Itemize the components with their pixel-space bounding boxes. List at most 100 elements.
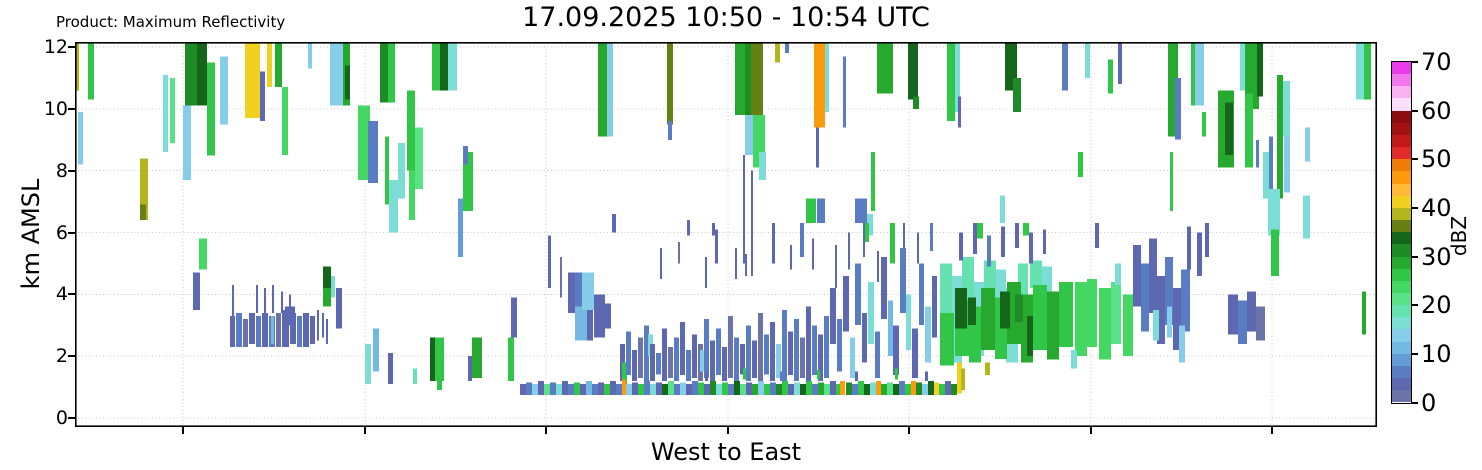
reflectivity-bar [1165, 257, 1173, 326]
reflectivity-bar [1087, 278, 1097, 347]
reflectivity-bar [598, 382, 604, 395]
reflectivity-bar [605, 303, 611, 329]
reflectivity-bar [899, 380, 905, 395]
y-tick-mark [68, 293, 75, 295]
reflectivity-bar [616, 384, 622, 395]
reflectivity-bar [656, 353, 661, 375]
colorbar-segment [1392, 86, 1411, 99]
reflectivity-bar [674, 337, 679, 381]
reflectivity-bar [758, 312, 763, 381]
colorbar-segment [1392, 147, 1411, 160]
reflectivity-bar [207, 62, 215, 156]
reflectivity-bar [745, 115, 753, 156]
colorbar-segment [1392, 244, 1411, 257]
reflectivity-bar [560, 257, 562, 298]
colorbar-segment [1392, 159, 1411, 172]
reflectivity-bar [245, 42, 260, 119]
reflectivity-bar [594, 294, 605, 338]
colorbar-tick-label: 20 [1421, 291, 1452, 320]
reflectivity-bar [928, 380, 934, 395]
reflectivity-bar [858, 380, 864, 395]
reflectivity-bar [913, 96, 919, 109]
reflectivity-bar [794, 319, 799, 381]
reflectivity-bar [626, 384, 632, 395]
reflectivity-bar [548, 235, 551, 289]
reflectivity-bar [388, 42, 395, 103]
colorbar-segment [1392, 280, 1411, 293]
x-tick-mark [545, 427, 547, 434]
reflectivity-bar [388, 353, 393, 384]
reflectivity-bar [987, 235, 991, 267]
reflectivity-bar [812, 325, 817, 375]
reflectivity-bar [668, 346, 673, 378]
reflectivity-bar [1095, 223, 1099, 248]
reflectivity-bar [1175, 77, 1181, 140]
reflectivity-bar [281, 291, 283, 313]
reflectivity-bar [775, 42, 780, 63]
colorbar-tick-label: 10 [1421, 339, 1452, 368]
reflectivity-bar [912, 328, 918, 378]
reflectivity-bar [458, 198, 463, 258]
colorbar-tick-mark [1412, 109, 1418, 112]
reflectivity-bar [632, 382, 638, 395]
reflectivity-bar [973, 223, 977, 255]
reflectivity-bar [1071, 350, 1077, 369]
reflectivity-bar [262, 312, 268, 347]
colorbar-segment [1392, 378, 1411, 391]
reflectivity-bar [644, 380, 650, 395]
reflectivity-bar [448, 42, 457, 91]
y-tick-mark [68, 232, 75, 234]
reflectivity-bar [1030, 260, 1042, 289]
reflectivity-bar [788, 384, 794, 395]
reflectivity-bar [930, 223, 933, 251]
reflectivity-bar [734, 337, 739, 381]
reflectivity-bar [193, 272, 200, 310]
reflectivity-bar [1027, 316, 1033, 357]
reflectivity-bar [1023, 223, 1029, 236]
y-tick-mark [68, 170, 75, 172]
reflectivity-bar [1043, 229, 1046, 255]
reflectivity-bar [407, 90, 415, 171]
reflectivity-bar [871, 152, 875, 211]
reflectivity-bar [881, 384, 887, 395]
reflectivity-bar [806, 306, 811, 381]
reflectivity-bar [358, 105, 370, 180]
reflectivity-bar [264, 288, 266, 313]
colorbar [1391, 61, 1412, 404]
reflectivity-bar [1047, 291, 1059, 360]
reflectivity-bar [1179, 325, 1185, 363]
colorbar-segment [1392, 171, 1411, 184]
plot-svg [75, 42, 1377, 427]
reflectivity-bar [955, 288, 967, 329]
reflectivity-bar [199, 238, 207, 270]
colorbar-segment [1392, 74, 1411, 87]
reflectivity-bar [722, 346, 727, 381]
reflectivity-bar [782, 380, 788, 395]
reflectivity-bar [365, 343, 371, 384]
reflectivity-bar [574, 382, 580, 395]
reflectivity-bar [1283, 81, 1290, 137]
reflectivity-bar [780, 371, 783, 381]
reflectivity-bar [668, 380, 674, 395]
reflectivity-bar [959, 232, 963, 261]
reflectivity-bar [745, 42, 754, 128]
reflectivity-bar [185, 42, 197, 106]
reflectivity-bar [1263, 152, 1269, 199]
reflectivity-bar [1271, 229, 1279, 276]
reflectivity-bar [260, 71, 265, 122]
reflectivity-bar [413, 368, 417, 385]
reflectivity-bar [772, 223, 775, 264]
reflectivity-bar [1187, 226, 1191, 270]
x-tick-mark [727, 427, 729, 434]
reflectivity-bar [267, 42, 272, 88]
reflectivity-bar [843, 275, 849, 332]
reflectivity-bar [632, 350, 637, 381]
reflectivity-bar [961, 368, 965, 391]
colorbar-segment [1392, 329, 1411, 342]
reflectivity-bar [1099, 288, 1111, 360]
reflectivity-bar [812, 384, 818, 395]
reflectivity-bar [818, 334, 823, 381]
reflectivity-bar [1013, 77, 1021, 112]
reflectivity-bar [275, 42, 282, 88]
reflectivity-bar [870, 382, 876, 395]
